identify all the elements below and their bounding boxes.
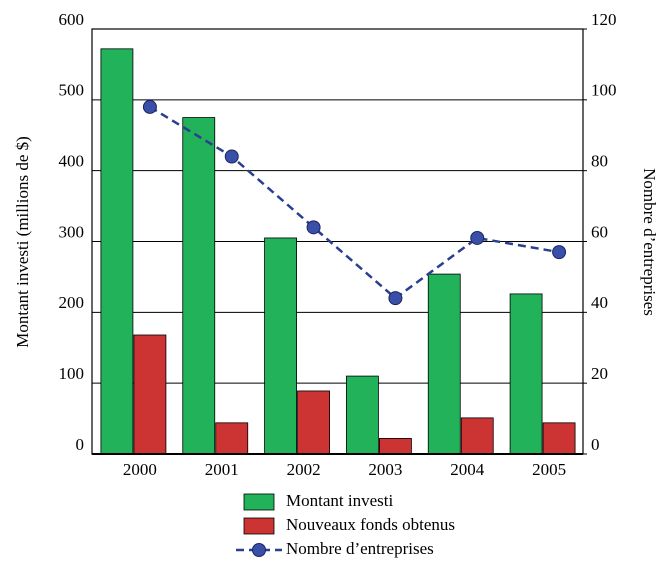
bar <box>297 390 330 455</box>
y-tick-label: 500 <box>59 81 85 100</box>
point <box>142 99 157 114</box>
y2-tick-label: 0 <box>591 435 600 454</box>
bar <box>182 117 216 455</box>
bar <box>100 48 134 455</box>
legend-label: Montant investi <box>286 491 393 510</box>
point <box>552 245 567 260</box>
bar <box>346 375 379 455</box>
bar <box>542 422 576 455</box>
y-tick-label: 600 <box>59 10 85 29</box>
legend-swatch <box>243 517 275 535</box>
y-tick-label: 0 <box>76 435 85 454</box>
y-axis-label: Montant investi (millions de $) <box>13 136 32 348</box>
bar <box>427 273 461 455</box>
point <box>388 291 403 306</box>
y-tick-label: 100 <box>59 364 85 383</box>
legend-marker <box>252 543 266 557</box>
x-tick-label: 2002 <box>287 460 321 479</box>
bar <box>215 422 249 455</box>
line <box>149 105 560 300</box>
x-tick-label: 2005 <box>532 460 566 479</box>
y2-tick-label: 100 <box>591 81 617 100</box>
bar <box>379 438 412 455</box>
y2-tick-label: 80 <box>591 152 608 171</box>
legend-swatch <box>243 493 275 511</box>
y-tick-label: 300 <box>59 222 85 241</box>
y2-tick-label: 120 <box>591 10 617 29</box>
bar <box>509 293 543 455</box>
x-tick-label: 2004 <box>450 460 485 479</box>
point <box>470 230 485 245</box>
y-tick-label: 200 <box>59 293 85 312</box>
x-tick-label: 2003 <box>368 460 402 479</box>
legend-label: Nombre d’entreprises <box>286 539 434 558</box>
bar <box>460 417 494 455</box>
bar <box>133 334 167 455</box>
x-tick-label: 2001 <box>205 460 239 479</box>
legend-label: Nouveaux fonds obtenus <box>286 515 455 534</box>
y2-tick-label: 20 <box>591 364 608 383</box>
point <box>306 220 321 235</box>
y-tick-label: 400 <box>59 152 85 171</box>
x-tick-label: 2000 <box>123 460 157 479</box>
y2-tick-label: 60 <box>591 222 608 241</box>
y2-axis-label: Nombre d’entreprises <box>640 168 659 316</box>
bar <box>264 237 297 455</box>
y2-tick-label: 40 <box>591 293 608 312</box>
point <box>224 149 239 164</box>
